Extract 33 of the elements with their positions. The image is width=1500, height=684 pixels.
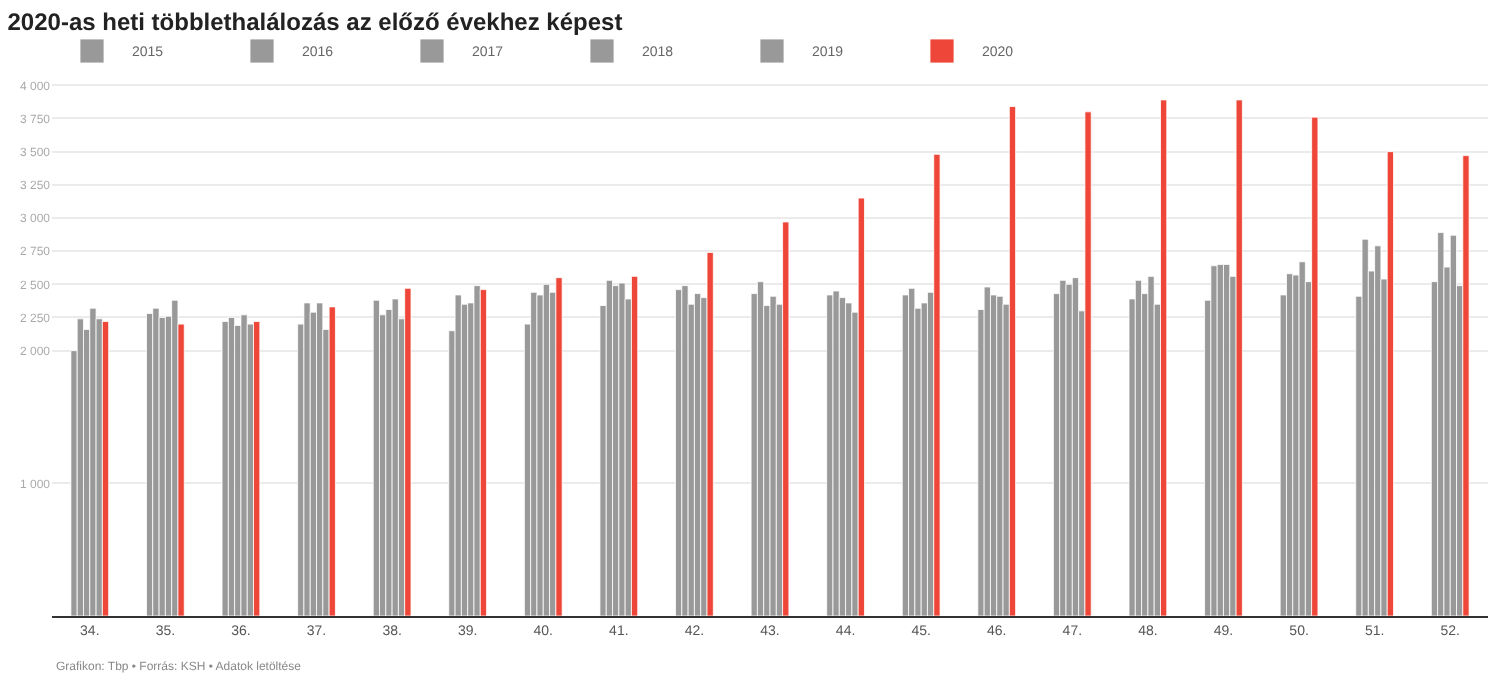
bar [782, 221, 790, 616]
bar [832, 290, 840, 616]
bar [1361, 238, 1369, 616]
bar [769, 295, 777, 616]
bar [473, 285, 481, 616]
bar [101, 321, 110, 616]
bar [328, 306, 336, 616]
bar [454, 294, 462, 616]
bar [1462, 155, 1470, 616]
bar [253, 321, 261, 616]
bar [303, 302, 311, 616]
bar [479, 289, 487, 616]
bar [1084, 111, 1092, 616]
bar [983, 286, 991, 616]
bar [1386, 151, 1394, 616]
bar [404, 287, 412, 616]
bar [706, 252, 714, 616]
bar [1065, 283, 1073, 616]
bar [391, 298, 399, 616]
bar [1235, 99, 1243, 616]
bar [1008, 106, 1017, 616]
bar [221, 321, 229, 616]
bar [240, 314, 248, 616]
bar [1311, 116, 1319, 616]
bar [631, 275, 639, 616]
bar [1298, 261, 1306, 616]
bar [555, 277, 563, 616]
bar [1160, 99, 1168, 616]
bar [933, 153, 941, 616]
chart-title: 2020-as heti többlethalálozás az előző évekhez képest [7, 8, 623, 37]
bar [1147, 275, 1155, 616]
bar [1210, 265, 1218, 616]
bar [857, 197, 865, 616]
